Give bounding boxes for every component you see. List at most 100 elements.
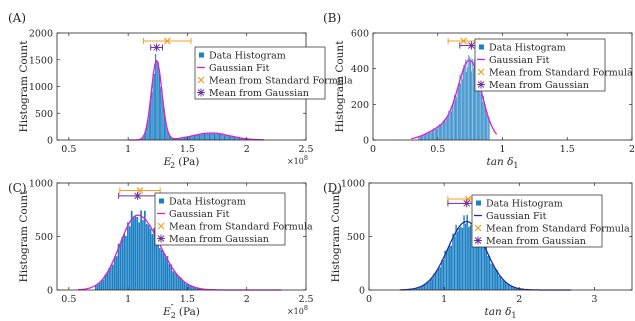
histogram-bar bbox=[208, 133, 211, 141]
histogram-bar bbox=[494, 269, 497, 291]
histogram-bar bbox=[493, 265, 496, 291]
mean-standard-marker bbox=[163, 37, 171, 45]
histogram-bar bbox=[212, 132, 214, 141]
histogram-bar bbox=[155, 238, 158, 291]
histogram-bar bbox=[486, 255, 489, 291]
x-tick-label: 1 bbox=[441, 294, 447, 305]
histogram-bar bbox=[435, 128, 437, 141]
histogram-bar bbox=[431, 129, 433, 141]
legend-entry-label: Mean from Standard Formula bbox=[486, 224, 630, 235]
histogram-bar bbox=[149, 228, 152, 291]
x-label-main: tan δ bbox=[487, 156, 514, 168]
histogram-bar bbox=[456, 96, 458, 141]
legend-entry-label: Mean from Standard Formula bbox=[169, 222, 313, 233]
histogram-bar bbox=[480, 240, 483, 291]
x-tick-label: 1 bbox=[125, 294, 131, 305]
histogram-bar bbox=[443, 121, 445, 141]
y-tick-label: 400 bbox=[351, 64, 369, 75]
histogram-bar bbox=[436, 128, 438, 141]
x-label-sub: 1 bbox=[511, 311, 516, 320]
histogram-bar bbox=[428, 281, 431, 291]
histogram-bar bbox=[151, 233, 154, 291]
histogram-bar bbox=[485, 110, 487, 141]
histogram-bar bbox=[466, 214, 469, 291]
histogram-bar bbox=[452, 103, 454, 141]
y-tick-label: 500 bbox=[35, 109, 53, 120]
histogram-bar bbox=[440, 124, 442, 141]
histogram-bar bbox=[450, 111, 452, 141]
histogram-bar bbox=[460, 73, 462, 141]
histogram-bars bbox=[414, 214, 557, 291]
histogram-bar bbox=[457, 84, 459, 141]
legend-symbol-histogram bbox=[476, 200, 481, 206]
x-tick-label: 1 bbox=[499, 144, 505, 155]
x-label-main: tan δ bbox=[485, 306, 512, 318]
histogram-bar bbox=[123, 233, 126, 291]
histogram-bar bbox=[460, 226, 462, 291]
legend-symbol-mean-gaussian bbox=[477, 80, 485, 89]
x-label-main: E bbox=[162, 306, 171, 318]
x-axis-label: E′ 2 (Pa) bbox=[163, 153, 200, 170]
histogram-bar bbox=[138, 222, 141, 291]
histogram-bar bbox=[501, 279, 503, 291]
x-label-main: E bbox=[163, 156, 172, 168]
histogram-bar bbox=[197, 134, 199, 141]
y-tick-label: 0 bbox=[363, 136, 369, 147]
histogram-bar bbox=[175, 274, 178, 291]
histogram-bar bbox=[470, 57, 472, 141]
x-tick-label: 0 bbox=[366, 294, 372, 305]
histogram-bar bbox=[464, 65, 466, 141]
legend-entry-label: Data Histogram bbox=[486, 199, 563, 210]
panel-label: (A) bbox=[8, 11, 26, 25]
histogram-bar bbox=[431, 278, 434, 291]
y-tick-label: 1500 bbox=[29, 55, 53, 66]
histogram-bar bbox=[509, 285, 511, 291]
histogram-bar bbox=[421, 135, 423, 141]
histogram-bar bbox=[491, 263, 494, 291]
x-tick-label: 2.5 bbox=[298, 144, 313, 155]
y-tick-label: 0 bbox=[359, 286, 365, 297]
y-axis-label: Histogram Count bbox=[334, 40, 346, 133]
histogram-bar bbox=[465, 71, 467, 141]
legend-entry-label: Mean from Gaussian bbox=[209, 88, 309, 99]
histogram-bar bbox=[126, 222, 129, 291]
histogram-bar bbox=[151, 91, 153, 141]
mean-gaussian-marker bbox=[133, 191, 142, 200]
histogram-bar bbox=[482, 242, 484, 291]
x-tick-label: 2.5 bbox=[298, 294, 313, 305]
histogram-bar bbox=[210, 132, 212, 141]
histogram-bar bbox=[467, 66, 469, 141]
histogram-bar bbox=[185, 283, 188, 291]
histogram-bar bbox=[216, 133, 218, 141]
histogram-bar bbox=[98, 282, 101, 291]
histogram-bar bbox=[445, 118, 447, 141]
y-axis-label: Histogram Count bbox=[18, 40, 30, 133]
histogram-bar bbox=[172, 271, 175, 291]
y-tick-label: 1000 bbox=[29, 82, 53, 93]
histogram-bar bbox=[125, 235, 128, 291]
x-axis-label: E″ 2 (Pa) bbox=[162, 303, 200, 320]
histogram-bar bbox=[106, 272, 109, 291]
histogram-bar bbox=[223, 135, 226, 141]
histogram-bar bbox=[121, 237, 124, 291]
x-tick-label: 2 bbox=[244, 144, 250, 155]
histogram-bar bbox=[215, 133, 217, 141]
histogram-bar bbox=[203, 133, 206, 141]
histogram-bar bbox=[490, 263, 492, 291]
y-tick-label: 1000 bbox=[29, 179, 53, 190]
legend-symbol-mean-gaussian bbox=[157, 234, 165, 243]
histogram-bar bbox=[455, 91, 457, 141]
histogram-bar bbox=[464, 59, 466, 141]
histogram-bar bbox=[173, 272, 177, 291]
x-tick-label: 2 bbox=[629, 144, 635, 155]
histogram-bar bbox=[160, 249, 163, 291]
x-tick-label: 3 bbox=[591, 294, 597, 305]
legend-symbol-histogram bbox=[199, 52, 204, 58]
histogram-bar bbox=[201, 133, 203, 141]
x-label-sup: ″ bbox=[171, 303, 174, 312]
panel-label: (C) bbox=[8, 181, 27, 195]
histogram-bar bbox=[134, 215, 137, 291]
